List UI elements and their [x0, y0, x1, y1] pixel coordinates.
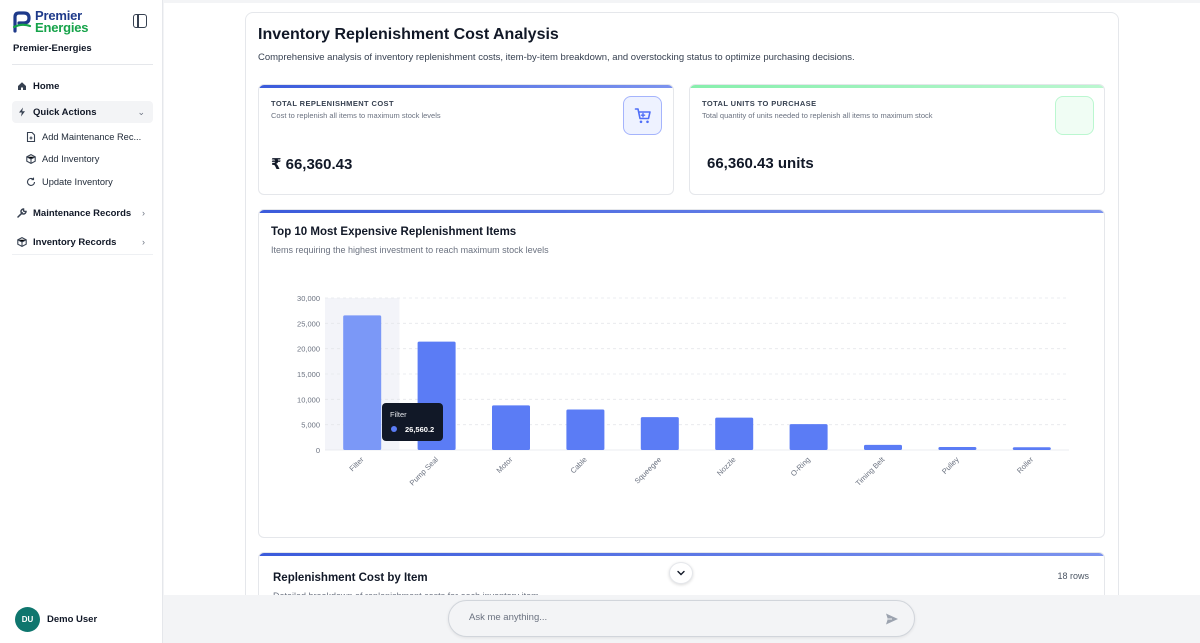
scroll-down-button[interactable] [669, 562, 693, 584]
row-count: 18 rows [1057, 571, 1089, 581]
send-icon [886, 613, 898, 625]
divider [12, 254, 153, 255]
sidebar-subitem-add-inventory[interactable]: Add Inventory [26, 149, 153, 169]
bar-roller [1012, 447, 1051, 450]
org-name: Premier-Energies [13, 43, 92, 54]
kpi-description: Cost to replenish all items to maximum s… [271, 111, 441, 120]
chevron-down-icon [677, 570, 685, 576]
bar-pulley [938, 446, 977, 450]
avatar: DU [15, 607, 40, 632]
chevron-right-icon: › [142, 237, 145, 247]
send-button[interactable] [884, 611, 900, 627]
sidebar-subitem-label: Update Inventory [42, 177, 113, 187]
y-tick-label: 30,000 [297, 294, 320, 303]
bar-nozzle [715, 417, 754, 450]
logo[interactable]: Premier Energies [12, 8, 89, 35]
y-tick-label: 20,000 [297, 345, 320, 354]
y-tick-label: 25,000 [297, 319, 320, 328]
bar-motor [492, 405, 530, 450]
bar-timing-belt [864, 444, 902, 450]
tooltip-dot [391, 426, 397, 432]
sidebar-subitem-label: Add Maintenance Rec... [42, 132, 142, 142]
lightning-icon [17, 107, 27, 117]
bar-cable [566, 409, 605, 450]
kpi-card-replenishment-cost: TOTAL REPLENISHMENT COST Cost to repleni… [258, 84, 674, 195]
tooltip-category: Filter [390, 410, 407, 419]
bar-filter [343, 315, 382, 450]
sidebar-item-inventory-records[interactable]: Inventory Records › [12, 231, 153, 253]
package-plus-icon [26, 154, 36, 164]
kpi-value: ₹ 66,360.43 [271, 156, 353, 173]
x-tick-label: Filter [347, 455, 366, 474]
sidebar-subitem-add-maintenance[interactable]: Add Maintenance Rec... [26, 127, 153, 147]
tooltip-value: 26,560.2 [405, 425, 434, 434]
sidebar-item-quick-actions[interactable]: Quick Actions ⌄ [12, 101, 153, 123]
sidebar-item-maintenance-records[interactable]: Maintenance Records › [12, 202, 153, 224]
chat-input[interactable] [469, 612, 869, 623]
kpi-label: TOTAL REPLENISHMENT COST [271, 99, 394, 108]
kpi-card-units-to-purchase: TOTAL UNITS TO PURCHASE Total quantity o… [689, 84, 1105, 195]
x-tick-label: Timing Belt [854, 454, 887, 487]
x-tick-label: Pump Seal [408, 455, 441, 488]
x-tick-label: Pulley [940, 455, 961, 476]
chart-title: Top 10 Most Expensive Replenishment Item… [271, 226, 517, 238]
refresh-icon [26, 177, 36, 187]
x-tick-label: O-Ring [789, 455, 812, 478]
chart-subtitle: Items requiring the highest investment t… [271, 245, 549, 255]
x-tick-label: Roller [1015, 455, 1036, 476]
x-tick-label: Motor [494, 455, 514, 475]
page-subtitle: Comprehensive analysis of inventory repl… [258, 52, 855, 63]
user-profile[interactable]: DU Demo User [15, 607, 97, 632]
y-tick-label: 0 [316, 446, 320, 455]
kpi-label: TOTAL UNITS TO PURCHASE [702, 99, 817, 108]
box-icon [17, 237, 27, 247]
x-tick-label: Cable [569, 455, 589, 475]
sidebar: Premier Energies Premier-Energies Home Q… [0, 0, 163, 643]
chevron-down-icon: ⌄ [137, 106, 145, 117]
kpi-description: Total quantity of units needed to replen… [702, 111, 933, 120]
sidebar-item-home[interactable]: Home [12, 75, 153, 97]
shopping-cart-icon [623, 96, 662, 135]
kpi-value: 66,360.43 units [707, 155, 814, 172]
user-name: Demo User [47, 614, 98, 625]
chart-card: Top 10 Most Expensive Replenishment Item… [258, 209, 1105, 538]
page-title: Inventory Replenishment Cost Analysis [258, 26, 559, 43]
x-tick-label: Nozzle [715, 455, 738, 478]
bar-chart[interactable]: 0 5,000 10,000 15,000 20,000 25,000 30,000 Filt… [259, 210, 1105, 538]
chevron-right-icon: › [142, 208, 145, 218]
sidebar-subitem-label: Add Inventory [42, 154, 100, 164]
table-title: Replenishment Cost by Item [273, 572, 428, 584]
y-tick-label: 5,000 [301, 421, 320, 430]
sidebar-item-label: Inventory Records [33, 236, 117, 248]
logo-text-energies: Energies [35, 20, 89, 35]
top-strip [164, 0, 1200, 3]
logo-text-premier: Premier [35, 8, 83, 23]
wrench-icon [17, 208, 27, 218]
tooltip [382, 403, 443, 441]
sidebar-item-label: Quick Actions [33, 106, 97, 118]
sidebar-toggle-icon[interactable] [133, 14, 147, 28]
bar-squeegee [640, 417, 679, 450]
bar-o-ring [789, 424, 828, 450]
sidebar-item-label: Maintenance Records [33, 207, 132, 219]
units-icon [1055, 96, 1094, 135]
chat-bar [448, 600, 915, 637]
sidebar-item-label: Home [33, 80, 60, 92]
divider [12, 64, 153, 65]
x-tick-label: Squeegee [633, 455, 664, 486]
logo-icon [12, 11, 32, 33]
sidebar-subitem-update-inventory[interactable]: Update Inventory [26, 172, 153, 192]
y-tick-label: 10,000 [297, 395, 320, 404]
y-tick-label: 15,000 [297, 370, 320, 379]
home-icon [17, 81, 27, 91]
file-plus-icon [26, 132, 36, 142]
